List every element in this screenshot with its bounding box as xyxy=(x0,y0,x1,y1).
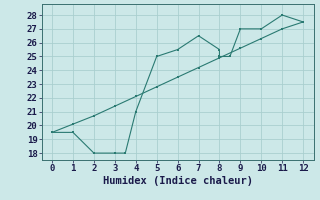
X-axis label: Humidex (Indice chaleur): Humidex (Indice chaleur) xyxy=(103,176,252,186)
